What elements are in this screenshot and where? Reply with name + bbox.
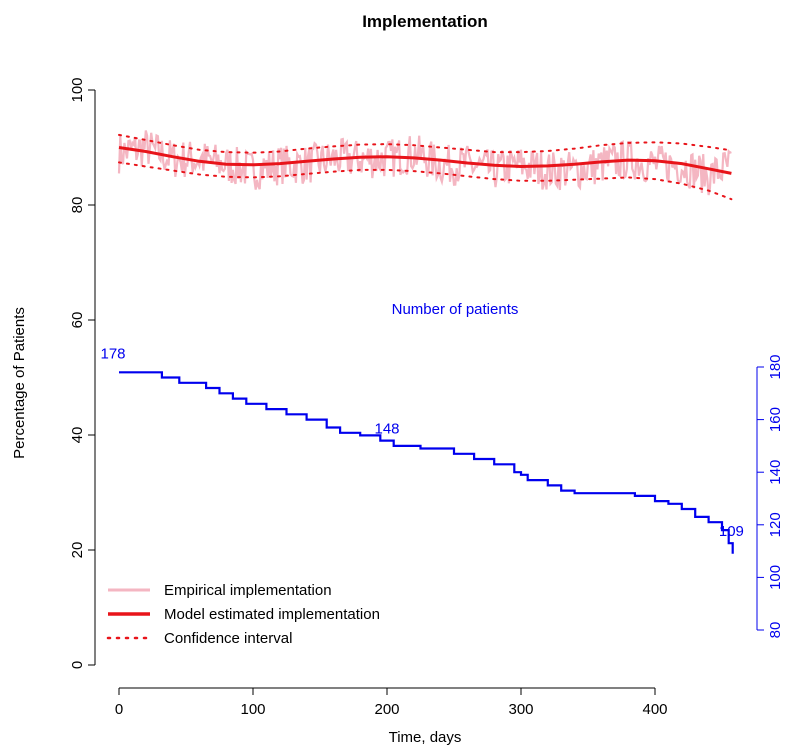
y-tick-label-40: 40 xyxy=(69,427,86,444)
series-empirical-implementation xyxy=(117,130,732,196)
y-tick-label-100: 100 xyxy=(69,77,86,102)
legend: Empirical implementation Model estimated … xyxy=(106,582,380,647)
y-tick-label-80: 80 xyxy=(69,197,86,214)
patients-tick-label-80: 80 xyxy=(767,622,784,639)
series-model-estimated xyxy=(118,146,732,175)
plot-area: 178 148 109 xyxy=(100,130,744,554)
y-tick-label-60: 60 xyxy=(69,312,86,329)
patients-annotation-148: 148 xyxy=(374,420,399,437)
y-axis-label: Percentage of Patients xyxy=(11,307,28,459)
series-ci-lower xyxy=(118,161,733,201)
series-ci-upper xyxy=(118,133,733,154)
legend-label-0: Empirical implementation xyxy=(164,582,332,599)
x-tick-label-100: 100 xyxy=(240,701,265,718)
y-tick-label-0: 0 xyxy=(69,661,86,669)
patients-tick-label-160: 160 xyxy=(767,407,784,432)
x-tick-label-200: 200 xyxy=(374,701,399,718)
x-tick-label-300: 300 xyxy=(508,701,533,718)
patients-axis-label: Number of patients xyxy=(392,301,519,318)
patients-tick-label-120: 120 xyxy=(767,512,784,537)
patients-tick-label-140: 140 xyxy=(767,460,784,485)
axes: 0 20 40 60 80 100 0 100 200 300 400 80 100 120 140 160 1… xyxy=(69,77,784,718)
y-tick-label-20: 20 xyxy=(69,542,86,559)
x-tick-label-0: 0 xyxy=(115,701,123,718)
x-tick-label-400: 400 xyxy=(642,701,667,718)
chart-title: Implementation xyxy=(362,12,488,31)
patients-tick-label-100: 100 xyxy=(767,565,784,590)
patients-annotation-109: 109 xyxy=(719,523,744,540)
patients-annotation-178: 178 xyxy=(100,345,125,362)
legend-label-1: Model estimated implementation xyxy=(164,606,380,623)
series-number-of-patients xyxy=(119,371,734,554)
patients-tick-label-180: 180 xyxy=(767,354,784,379)
x-axis-label: Time, days xyxy=(389,729,462,746)
legend-label-2: Confidence interval xyxy=(164,630,292,647)
